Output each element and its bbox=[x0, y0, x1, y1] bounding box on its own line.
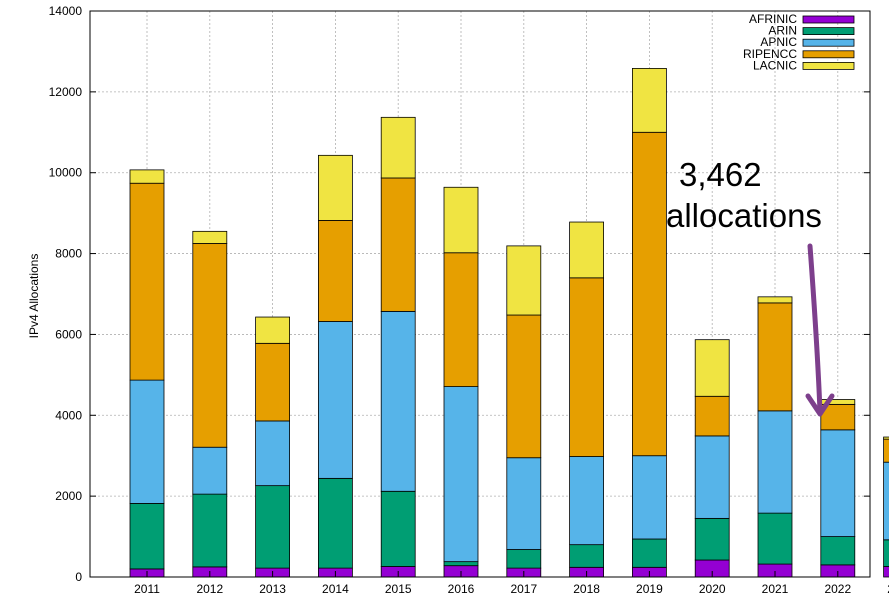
bar-segment-apnic-2016 bbox=[443, 386, 479, 563]
bar-segment-arin-2018 bbox=[569, 544, 604, 568]
x-tick-label: 2022 bbox=[824, 582, 851, 596]
callout-arrow bbox=[807, 243, 823, 415]
x-tick-label: 2013 bbox=[259, 582, 286, 596]
callout-count: 3,462 bbox=[679, 156, 762, 193]
x-tick-label: 2015 bbox=[385, 582, 412, 596]
bar-segment-apnic-2017 bbox=[506, 457, 542, 550]
y-tick-labels: 0 2000 4000 6000 8000 10000 12000 14000 bbox=[49, 4, 83, 584]
bar-segment-lacnic-2014 bbox=[317, 154, 353, 221]
legend-label-lacnic: LACNIC bbox=[753, 58, 797, 72]
bar-segment-arin-2020 bbox=[694, 517, 730, 561]
x-tick-label: 2011 bbox=[134, 582, 160, 596]
bar-segment-arin-2013 bbox=[255, 485, 291, 569]
y-tick-label: 6000 bbox=[55, 327, 82, 341]
legend-label-apnic: APNIC bbox=[760, 35, 797, 49]
x-tick-label: 2019 bbox=[636, 582, 663, 596]
bar-segment-lacnic-2016 bbox=[443, 186, 479, 254]
bar-segment-lacnic-2013 bbox=[255, 316, 291, 344]
bar-segment-ripencc-2019 bbox=[632, 131, 667, 457]
bar-segment-ripencc-2017 bbox=[506, 314, 542, 459]
bar-segment-arin-2016 bbox=[443, 561, 479, 567]
y-tick-label: 14000 bbox=[49, 4, 83, 18]
bar-segment-lacnic-2017 bbox=[506, 245, 542, 316]
bar-segment-apnic-2012 bbox=[192, 446, 228, 495]
x-tick-label: 2021 bbox=[762, 582, 789, 596]
bar-segment-lacnic-2021 bbox=[757, 296, 793, 304]
x-tick-label: 2014 bbox=[322, 582, 349, 596]
bar-segment-arin-2022 bbox=[820, 536, 856, 566]
bar-segment-apnic-2018 bbox=[569, 456, 604, 546]
bar-segment-arin-2017 bbox=[506, 549, 542, 569]
bar-segment-lacnic-2019 bbox=[632, 68, 667, 133]
y-axis-label: IPv4 Allocations bbox=[27, 254, 41, 339]
y-tick-label: 8000 bbox=[55, 247, 82, 261]
legend-swatch-afrinic bbox=[802, 15, 855, 24]
bar-segment-apnic-2020 bbox=[694, 435, 730, 519]
legend-swatch-ripencc bbox=[802, 50, 855, 59]
x-tick-label: 2018 bbox=[573, 582, 600, 596]
callout-label: allocations bbox=[666, 197, 822, 234]
bar-segment-apnic-2014 bbox=[317, 321, 353, 479]
legend-swatch-arin bbox=[802, 27, 855, 36]
bar-segment-ripencc-2013 bbox=[255, 342, 291, 422]
bar-segment-ripencc-2015 bbox=[380, 177, 416, 312]
bar-segment-arin-2015 bbox=[380, 490, 416, 567]
x-tick-label: 2023 bbox=[887, 582, 889, 596]
x-tick-label: 2017 bbox=[510, 582, 537, 596]
axes bbox=[89, 10, 871, 578]
bar-segment-lacnic-2011 bbox=[129, 169, 165, 184]
bar-segment-apnic-2019 bbox=[632, 455, 667, 540]
y-tick-label: 4000 bbox=[55, 408, 82, 422]
bar-segment-ripencc-2021 bbox=[757, 302, 793, 412]
x-tick-labels: 2011 2012 2013 2014 2015 2016 2017 2018 2019 2020… bbox=[134, 582, 889, 596]
bar-segment-arin-2012 bbox=[192, 493, 228, 568]
y-tick-label: 10000 bbox=[49, 166, 83, 180]
bar-segment-arin-2021 bbox=[757, 512, 793, 565]
bar-segment-arin-2023 bbox=[883, 539, 889, 567]
bar-segment-lacnic-2012 bbox=[192, 230, 228, 244]
bar-segment-ripencc-2023 bbox=[883, 438, 889, 463]
bar-segment-arin-2019 bbox=[632, 538, 667, 568]
y-tick-label: 2000 bbox=[55, 489, 82, 503]
bar-segment-arin-2011 bbox=[129, 503, 165, 570]
legend-swatch-lacnic bbox=[802, 62, 855, 70]
bar-segment-ripencc-2020 bbox=[694, 395, 730, 437]
legend-label-ripencc: RIPENCC bbox=[743, 47, 797, 61]
bar-segment-lacnic-2023 bbox=[883, 436, 889, 440]
callout-arrowhead bbox=[805, 393, 835, 417]
bar-segment-apnic-2021 bbox=[757, 410, 793, 514]
legend-label-arin: ARIN bbox=[768, 24, 797, 38]
x-tick-label: 2012 bbox=[196, 582, 223, 596]
bar-segment-afrinic-2023 bbox=[883, 566, 889, 578]
bars bbox=[129, 68, 889, 578]
bar-segment-ripencc-2016 bbox=[443, 252, 479, 387]
y-tick-label: 12000 bbox=[49, 85, 83, 99]
legend-swatch-apnic bbox=[802, 38, 855, 47]
bar-segment-apnic-2023 bbox=[883, 461, 889, 541]
x-tick-label: 2020 bbox=[699, 582, 726, 596]
bar-segment-lacnic-2018 bbox=[569, 221, 604, 279]
bar-segment-apnic-2013 bbox=[255, 420, 291, 487]
bar-segment-lacnic-2020 bbox=[694, 339, 730, 397]
bar-segment-apnic-2022 bbox=[820, 429, 856, 537]
bar-segment-ripencc-2018 bbox=[569, 277, 604, 457]
plot-frame bbox=[89, 10, 871, 578]
bar-segment-ripencc-2014 bbox=[317, 220, 353, 322]
x-tick-label: 2016 bbox=[448, 582, 475, 596]
bar-segment-apnic-2015 bbox=[380, 310, 416, 492]
bar-segment-ripencc-2011 bbox=[129, 182, 165, 381]
bar-segment-lacnic-2015 bbox=[380, 116, 416, 179]
bar-segment-arin-2014 bbox=[317, 477, 353, 569]
y-tick-label: 0 bbox=[75, 570, 82, 584]
bar-segment-apnic-2011 bbox=[129, 379, 165, 504]
callout-annotation: 3,462 allocations bbox=[666, 156, 835, 417]
bar-segment-ripencc-2012 bbox=[192, 243, 228, 448]
legend-label-afrinic: AFRINIC bbox=[749, 12, 797, 26]
